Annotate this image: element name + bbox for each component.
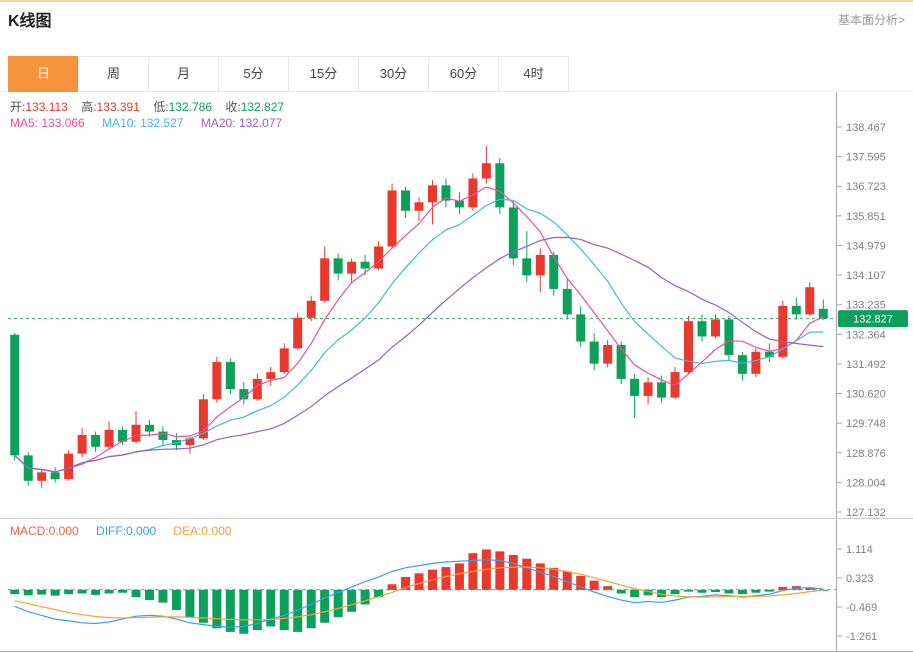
svg-text:0.323: 0.323 (846, 573, 874, 585)
tab-week[interactable]: 周 (78, 56, 149, 92)
candlestick-chart: 138.467 137.595 136.723 135.851 134.979 134.1… (0, 92, 913, 518)
macd-value: MACD:0.000 (10, 524, 79, 538)
svg-text:128.004: 128.004 (846, 477, 886, 489)
dea-line (14, 566, 824, 621)
page-title: K线图 (8, 13, 52, 30)
top-accent-line (0, 0, 913, 2)
close-label: 收: (225, 100, 241, 114)
ma20-line (14, 236, 824, 473)
svg-text:134.979: 134.979 (846, 240, 886, 252)
svg-text:131.492: 131.492 (846, 359, 886, 371)
open-value: 133.113 (25, 100, 68, 114)
high-label: 高: (81, 100, 97, 114)
macd-panel: 1.114 0.323 -0.469 -1.261 MACD:0.000 DIFF:0… (0, 518, 913, 652)
tab-month[interactable]: 月 (148, 56, 219, 92)
svg-text:-1.261: -1.261 (846, 631, 877, 643)
svg-text:130.620: 130.620 (846, 389, 886, 401)
tab-60min[interactable]: 60分 (428, 56, 499, 92)
period-tabs: 日 周 月 5分 15分 30分 60分 4时 (0, 56, 913, 92)
svg-text:136.723: 136.723 (846, 181, 886, 193)
svg-text:132.364: 132.364 (846, 329, 886, 341)
svg-text:1.114: 1.114 (846, 544, 873, 556)
header: K线图 基本面分析> (0, 2, 913, 31)
svg-text:129.748: 129.748 (846, 418, 886, 430)
svg-text:135.851: 135.851 (846, 211, 886, 223)
close-value: 132.827 (240, 100, 285, 114)
tab-15min[interactable]: 15分 (288, 56, 359, 92)
tab-4hour[interactable]: 4时 (498, 56, 569, 92)
low-value: 132.786 (168, 100, 212, 114)
tab-5min[interactable]: 5分 (218, 56, 289, 92)
tab-30min[interactable]: 30分 (358, 56, 429, 92)
macd-axis: 1.114 0.323 -0.469 -1.261 (836, 519, 877, 651)
svg-text:132.827: 132.827 (853, 314, 893, 326)
ma-info: MA5: 133.066 MA10: 132.527 MA20: 132.077 (10, 116, 296, 130)
diff-value: DIFF:0.000 (96, 524, 157, 538)
price-axis: 138.467 137.595 136.723 135.851 134.979 134.1… (836, 92, 886, 518)
svg-text:133.235: 133.235 (846, 300, 886, 312)
ma5-line (14, 186, 824, 473)
ma10-value: MA10: 132.527 (102, 116, 184, 130)
low-label: 低: (153, 100, 169, 114)
current-price-badge: 132.827 (838, 310, 908, 328)
svg-text:138.467: 138.467 (846, 122, 886, 134)
macd-info: MACD:0.000 DIFF:0.000 DEA:0.000 (10, 524, 245, 538)
ohlc-info: 开:133.113 高:133.391 低:132.786 收:132.827 (10, 98, 294, 115)
svg-text:137.595: 137.595 (846, 152, 886, 164)
ma5-value: MA5: 133.066 (10, 116, 85, 130)
tab-day[interactable]: 日 (8, 56, 79, 92)
macd-histogram (10, 549, 828, 634)
svg-text:127.132: 127.132 (846, 507, 886, 518)
macd-chart-canvas[interactable]: 1.114 0.323 -0.469 -1.261 (0, 519, 913, 651)
dea-value: DEA:0.000 (173, 524, 232, 538)
high-value: 133.391 (96, 100, 140, 114)
candlestick-series (10, 146, 828, 488)
svg-text:128.876: 128.876 (846, 448, 886, 460)
open-label: 开: (10, 100, 26, 114)
main-chart-canvas[interactable]: 138.467 137.595 136.723 135.851 134.979 134.1… (0, 92, 913, 518)
svg-text:134.107: 134.107 (846, 270, 886, 282)
fundamental-analysis-link[interactable]: 基本面分析> (837, 12, 905, 27)
svg-text:-0.469: -0.469 (846, 602, 877, 614)
ma20-value: MA20: 132.077 (200, 116, 283, 130)
